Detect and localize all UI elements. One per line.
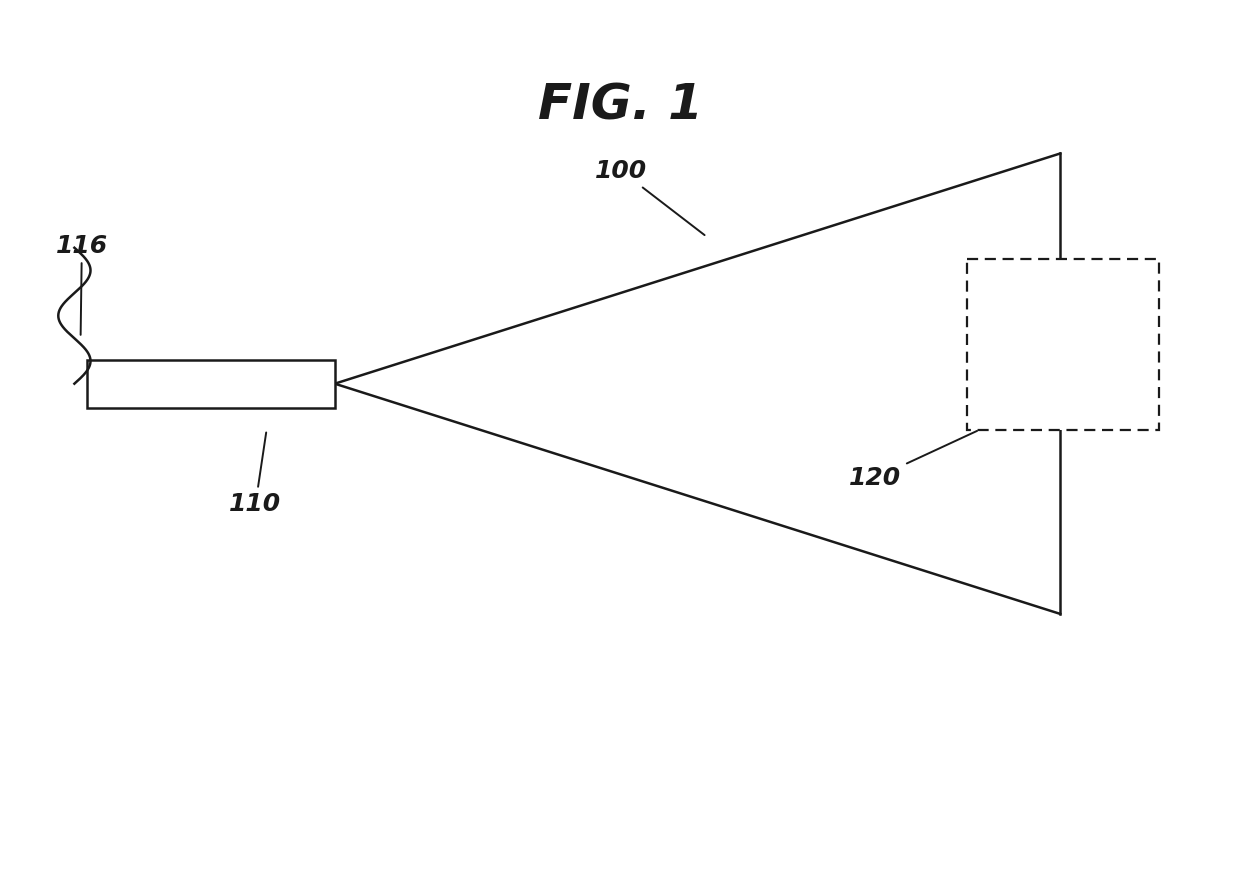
Text: 100: 100	[595, 159, 704, 235]
Text: FIG. 1: FIG. 1	[538, 82, 702, 129]
Text: 120: 120	[849, 431, 977, 490]
Text: 116: 116	[56, 233, 108, 335]
Bar	[87, 360, 335, 408]
Text: 110: 110	[229, 432, 281, 517]
Bar	[967, 259, 1159, 430]
